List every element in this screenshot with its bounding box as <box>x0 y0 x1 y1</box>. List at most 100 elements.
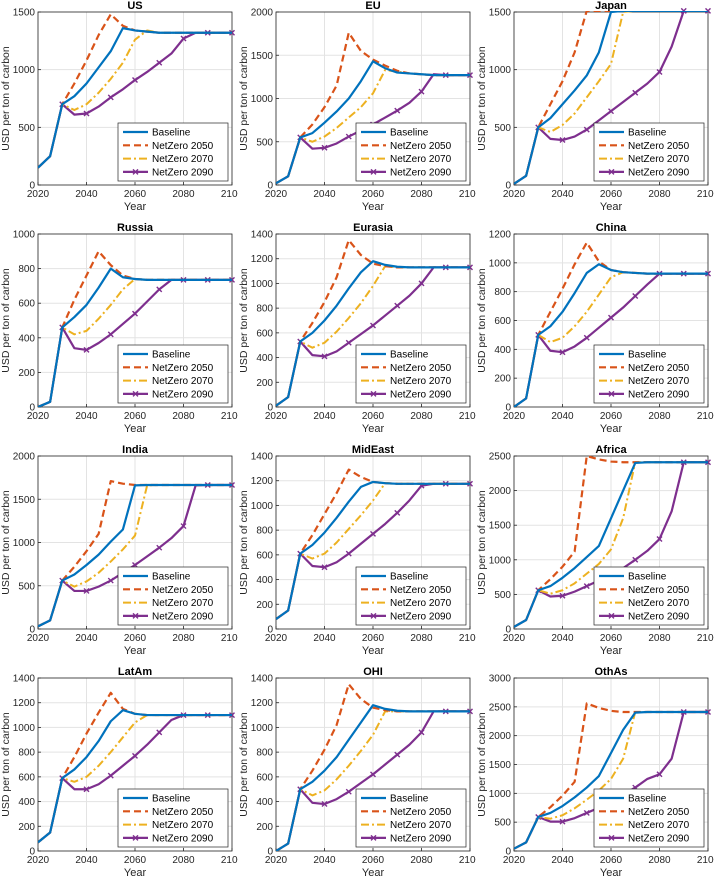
x-tick-label: 2080 <box>410 411 433 422</box>
y-tick-label: 0 <box>267 181 273 192</box>
y-tick-label: 500 <box>494 590 511 601</box>
x-tick-label: 2040 <box>313 189 336 200</box>
y-tick-label: 2500 <box>489 452 512 463</box>
y-tick-label: 500 <box>18 123 35 134</box>
series-marker-netzero-2090 <box>180 35 187 42</box>
x-tick-label: 2020 <box>503 633 526 644</box>
series-marker-netzero-2090 <box>180 523 187 530</box>
series-line-netzero-2050 <box>276 683 470 851</box>
series-line-baseline <box>38 27 232 169</box>
y-tick-label: 400 <box>18 333 35 344</box>
x-tick-label: 2080 <box>172 855 195 866</box>
series-marker-netzero-2090 <box>156 544 163 551</box>
y-tick-label: 400 <box>256 575 273 586</box>
y-tick-label: 800 <box>18 748 35 759</box>
series-marker-netzero-2090 <box>132 77 138 84</box>
x-tick-label: 2020 <box>265 855 288 866</box>
x-tick-label: 2080 <box>410 633 433 644</box>
y-tick-label: 200 <box>256 822 273 833</box>
y-tick-label: 800 <box>256 304 273 315</box>
legend-label: Baseline <box>152 128 191 139</box>
x-axis-label: Year <box>362 867 385 879</box>
y-axis-label: USD per ton of carbon <box>238 490 250 595</box>
series-marker-netzero-2090 <box>156 729 163 736</box>
series-marker-netzero-2090 <box>583 809 590 816</box>
legend-label: NetZero 2090 <box>390 167 452 178</box>
series-marker-netzero-2090 <box>83 346 90 353</box>
series-line-netzero-2070 <box>38 483 232 628</box>
legend-label: NetZero 2070 <box>152 820 214 831</box>
legend-label: Baseline <box>628 794 667 805</box>
legend-label: NetZero 2090 <box>152 611 214 622</box>
series-marker-netzero-2090 <box>680 7 687 14</box>
legend-label: NetZero 2050 <box>152 363 214 374</box>
y-tick-label: 400 <box>256 353 273 364</box>
legend-label: NetZero 2070 <box>152 154 214 165</box>
series-marker-netzero-2090 <box>321 144 328 151</box>
series-marker-netzero-2090 <box>156 286 163 293</box>
legend-label: Baseline <box>390 350 429 361</box>
legend-label: NetZero 2090 <box>628 167 690 178</box>
y-tick-label: 3000 <box>489 674 512 685</box>
x-tick-label: 2040 <box>313 855 336 866</box>
y-tick-label: 600 <box>256 550 273 561</box>
y-tick-label: 1000 <box>489 65 512 76</box>
y-tick-label: 200 <box>494 374 511 385</box>
y-tick-label: 0 <box>267 847 273 858</box>
legend-label: NetZero 2070 <box>628 376 690 387</box>
x-tick-label: 2020 <box>265 189 288 200</box>
series-line-baseline <box>38 483 232 628</box>
series-marker-netzero-2090 <box>632 556 639 563</box>
series-marker-netzero-2090 <box>656 68 663 75</box>
y-axis-label: USD per ton of carbon <box>0 712 12 817</box>
x-tick-label: 2060 <box>124 411 147 422</box>
legend-label: NetZero 2050 <box>390 807 452 818</box>
y-tick-label: 200 <box>256 600 273 611</box>
chart-title: US <box>127 0 142 12</box>
y-tick-label: 400 <box>18 797 35 808</box>
series-marker-netzero-2090 <box>418 88 425 95</box>
y-tick-label: 1500 <box>489 8 512 19</box>
y-tick-label: 0 <box>505 181 511 192</box>
x-tick-label: 2060 <box>600 633 623 644</box>
x-axis-label: Year <box>600 645 623 657</box>
series-line-netzero-2050 <box>514 455 708 628</box>
legend-label: NetZero 2050 <box>628 141 690 152</box>
legend-label: NetZero 2090 <box>152 833 214 844</box>
series-line-netzero-2070 <box>514 461 708 628</box>
y-tick-label: 0 <box>505 625 511 636</box>
series-marker-netzero-2090 <box>345 133 352 140</box>
y-tick-label: 400 <box>256 797 273 808</box>
legend: Baseline NetZero 2050 NetZero 2070 NetZero … <box>117 566 229 626</box>
legend-label: Baseline <box>152 350 191 361</box>
y-tick-label: 0 <box>29 181 35 192</box>
y-tick-label: 2000 <box>489 731 512 742</box>
legend-label: NetZero 2050 <box>152 585 214 596</box>
legend-label: NetZero 2090 <box>152 167 214 178</box>
legend: Baseline NetZero 2050 NetZero 2070 NetZero … <box>593 566 705 626</box>
series-marker-netzero-2090 <box>656 536 663 543</box>
x-tick-label: 2080 <box>172 633 195 644</box>
legend: Baseline NetZero 2050 NetZero 2070 NetZero … <box>117 344 229 404</box>
series-marker-netzero-2090 <box>370 322 376 329</box>
y-axis-label: USD per ton of carbon <box>476 712 488 817</box>
legend-label: NetZero 2090 <box>628 389 690 400</box>
y-tick-label: 1000 <box>251 279 274 290</box>
y-axis-label: USD per ton of carbon <box>0 268 12 373</box>
x-tick-label: 2060 <box>600 411 623 422</box>
y-tick-label: 1200 <box>251 476 274 487</box>
legend-label: NetZero 2050 <box>152 141 214 152</box>
legend-label: NetZero 2070 <box>628 154 690 165</box>
x-tick-label: 2040 <box>551 855 574 866</box>
y-tick-label: 1500 <box>251 51 274 62</box>
